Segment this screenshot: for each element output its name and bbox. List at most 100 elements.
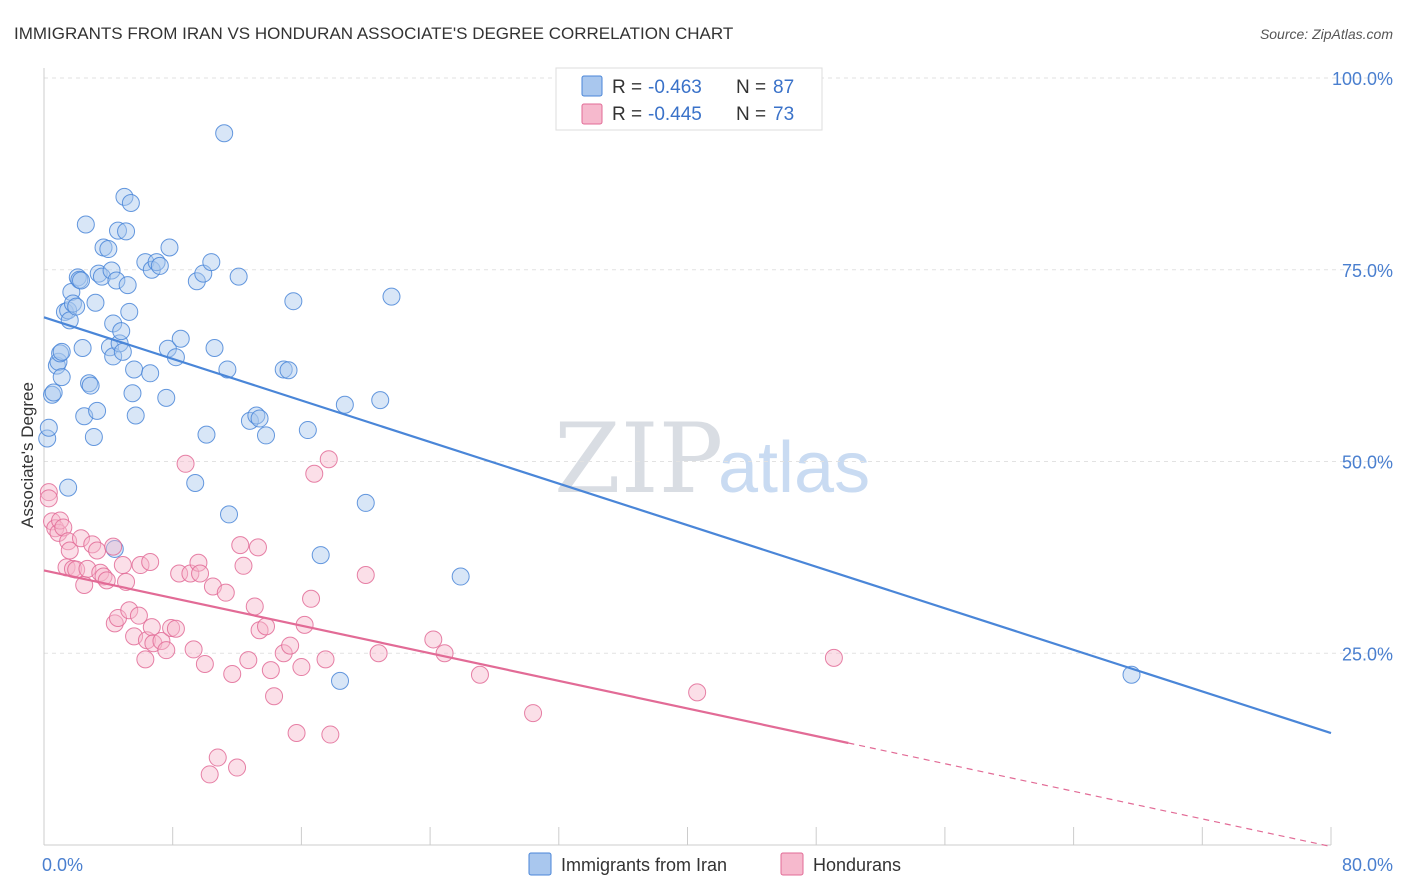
- honduran-point: [200, 765, 219, 784]
- iran-point: [76, 215, 95, 234]
- iran-point: [160, 238, 179, 257]
- legend-n-label-iran: N =: [736, 77, 766, 98]
- iran-point: [220, 505, 239, 524]
- iran-point: [382, 287, 401, 306]
- honduran-point: [369, 644, 388, 663]
- honduran-point: [152, 631, 171, 650]
- honduran-point: [60, 541, 79, 560]
- honduran-point: [688, 683, 707, 702]
- honduran-point: [72, 529, 91, 548]
- honduran-point: [248, 538, 267, 557]
- iran-point: [52, 368, 71, 387]
- honduran-point: [113, 556, 132, 575]
- iran-point: [171, 329, 190, 348]
- series-legend-swatch-iran: [528, 852, 552, 876]
- zipatlas-watermark: ZIP atlas: [554, 403, 870, 515]
- honduran-point: [141, 552, 160, 571]
- honduran-point: [424, 630, 443, 649]
- iran-point: [84, 427, 103, 446]
- iran-point: [187, 272, 206, 291]
- iran-trend-line: [43, 316, 1332, 735]
- iran-point: [274, 360, 293, 379]
- iran-point: [250, 409, 269, 428]
- iran-point: [229, 267, 248, 286]
- iran-point: [284, 292, 303, 311]
- iran-point: [86, 293, 105, 312]
- chart-title: IMMIGRANTS FROM IRAN VS HONDURAN ASSOCIA…: [14, 24, 733, 43]
- honduran-point: [239, 651, 258, 670]
- honduran-point: [120, 601, 139, 620]
- honduran-point: [131, 556, 150, 575]
- honduran-point: [88, 541, 107, 560]
- honduran-point: [105, 614, 124, 633]
- iran-point: [44, 383, 63, 402]
- iran-point: [126, 406, 145, 425]
- honduran-point: [356, 566, 375, 585]
- honduran-point: [142, 618, 161, 637]
- iran-point: [150, 256, 169, 275]
- x-tick-label: 80.0%: [1342, 855, 1393, 875]
- iran-point: [88, 401, 107, 420]
- honduran-point: [305, 464, 324, 483]
- iran-point: [247, 406, 266, 425]
- legend-n-value-iran: 87: [773, 77, 794, 98]
- honduran-point: [157, 641, 176, 660]
- honduran-point: [39, 489, 58, 508]
- x-tick-label: 0.0%: [42, 855, 83, 875]
- honduran-point: [228, 758, 247, 777]
- honduran-point: [319, 450, 338, 469]
- honduran-point: [54, 518, 73, 537]
- honduran-point: [265, 687, 284, 706]
- honduran-point: [216, 583, 235, 602]
- tick-labels: 100.0% 75.0% 50.0% 25.0% 0.0% 80.0%: [42, 69, 1393, 875]
- honduran-point: [129, 606, 148, 625]
- iran-point: [218, 360, 237, 379]
- iran-point: [335, 395, 354, 414]
- iran-point: [120, 302, 139, 321]
- iran-point: [107, 271, 126, 290]
- honduran-point: [195, 654, 214, 673]
- iran-point: [371, 391, 390, 410]
- honduran-point: [191, 564, 210, 583]
- iran-point: [257, 426, 276, 445]
- honduran-point: [302, 589, 321, 608]
- chart-source: Source: ZipAtlas.com: [1260, 26, 1393, 42]
- honduran-point: [176, 454, 195, 473]
- iran-point: [215, 124, 234, 143]
- honduran-point: [470, 665, 489, 684]
- honduran-point: [824, 648, 843, 667]
- axes: [43, 68, 1332, 846]
- watermark-atlas: atlas: [718, 428, 870, 508]
- stats-legend: R = -0.463 N = 87 R = -0.445 N = 73: [555, 67, 823, 131]
- iran-point: [331, 671, 350, 690]
- honduran-point: [97, 571, 116, 590]
- y-tick-label: 75.0%: [1342, 261, 1393, 281]
- iran-point: [92, 267, 111, 286]
- iran-point: [112, 322, 131, 341]
- iran-point: [202, 253, 221, 272]
- iran-point: [70, 270, 89, 289]
- iran-point: [67, 297, 86, 316]
- watermark-zip: ZIP: [554, 403, 723, 515]
- trend-lines: [43, 316, 1332, 848]
- iran-point: [63, 294, 82, 313]
- honduran-point: [234, 556, 253, 575]
- iran-point: [298, 421, 317, 440]
- honduran-point: [162, 618, 181, 637]
- iran-point: [39, 418, 58, 437]
- iran-point: [205, 338, 224, 357]
- iran-point: [186, 473, 205, 492]
- honduran-trend-line: [43, 569, 849, 745]
- scatter-points: [38, 124, 1141, 784]
- iran-point: [117, 222, 136, 241]
- legend-swatch-iran: [581, 75, 603, 97]
- iran-point: [279, 361, 298, 380]
- iran-point: [121, 194, 140, 213]
- y-tick-label: 50.0%: [1342, 453, 1393, 473]
- iran-point: [157, 388, 176, 407]
- honduran-point: [287, 724, 306, 743]
- iran-point: [356, 493, 375, 512]
- honduran-point: [184, 640, 203, 659]
- iran-point: [73, 338, 92, 357]
- honduran-point: [39, 483, 58, 502]
